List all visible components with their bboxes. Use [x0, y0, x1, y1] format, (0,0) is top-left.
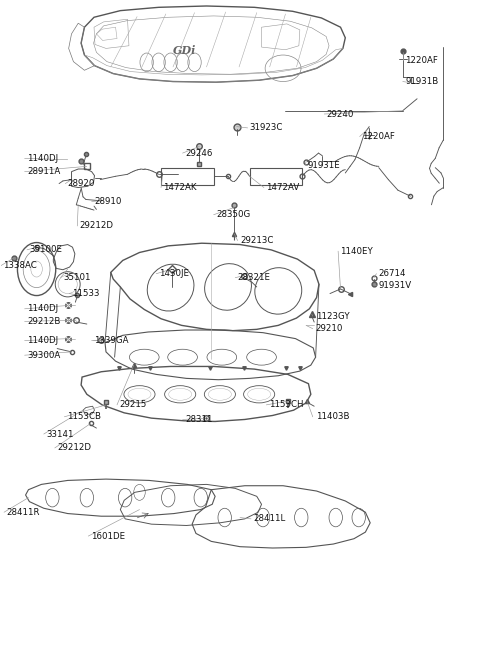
- Text: 29240: 29240: [326, 110, 354, 118]
- Text: 29213C: 29213C: [240, 236, 274, 245]
- Text: 1153CH: 1153CH: [269, 400, 303, 410]
- Text: 28321E: 28321E: [238, 273, 271, 282]
- Text: 31923C: 31923C: [250, 124, 283, 132]
- Text: 28920: 28920: [68, 179, 95, 188]
- Text: 29246: 29246: [185, 149, 212, 157]
- Text: 91931V: 91931V: [379, 281, 412, 290]
- Text: 1123GY: 1123GY: [316, 311, 349, 321]
- Text: 11403B: 11403B: [316, 412, 349, 422]
- Text: 1220AF: 1220AF: [362, 132, 395, 141]
- Text: 1601DE: 1601DE: [91, 532, 125, 540]
- Text: 1472AV: 1472AV: [266, 183, 300, 192]
- Text: 39300A: 39300A: [27, 351, 60, 360]
- Text: 35100E: 35100E: [29, 245, 62, 254]
- Text: 1153CB: 1153CB: [67, 412, 101, 422]
- Text: 1430JE: 1430JE: [158, 269, 189, 278]
- Text: 1472AK: 1472AK: [163, 183, 197, 192]
- Text: 28411R: 28411R: [6, 508, 40, 517]
- Text: 26714: 26714: [379, 269, 406, 278]
- Text: 91931B: 91931B: [405, 77, 438, 86]
- Text: 28411L: 28411L: [253, 515, 286, 523]
- Text: 29215: 29215: [120, 400, 147, 410]
- Text: 28311: 28311: [185, 415, 213, 424]
- Text: 29212D: 29212D: [57, 444, 91, 452]
- Text: 1140EY: 1140EY: [340, 246, 373, 256]
- Text: 91931E: 91931E: [307, 161, 340, 169]
- Text: 1140DJ: 1140DJ: [27, 336, 58, 345]
- Text: 1140DJ: 1140DJ: [27, 154, 58, 163]
- Text: 28911A: 28911A: [27, 167, 60, 176]
- Text: 1339GA: 1339GA: [94, 336, 129, 345]
- Text: 1338AC: 1338AC: [3, 261, 37, 270]
- Text: 1140DJ: 1140DJ: [27, 304, 58, 313]
- Text: 29210: 29210: [316, 324, 343, 333]
- Bar: [161, 169, 214, 185]
- Text: 28350G: 28350G: [216, 210, 250, 219]
- Text: 33141: 33141: [46, 430, 73, 438]
- Text: 29212B: 29212B: [27, 317, 60, 326]
- Text: 28910: 28910: [94, 197, 121, 206]
- Text: 35101: 35101: [63, 273, 90, 282]
- Text: 11533: 11533: [72, 289, 99, 298]
- Text: 1220AF: 1220AF: [405, 56, 438, 65]
- Text: 29212D: 29212D: [80, 222, 114, 230]
- Text: GDi: GDi: [173, 45, 197, 56]
- Bar: [250, 169, 302, 185]
